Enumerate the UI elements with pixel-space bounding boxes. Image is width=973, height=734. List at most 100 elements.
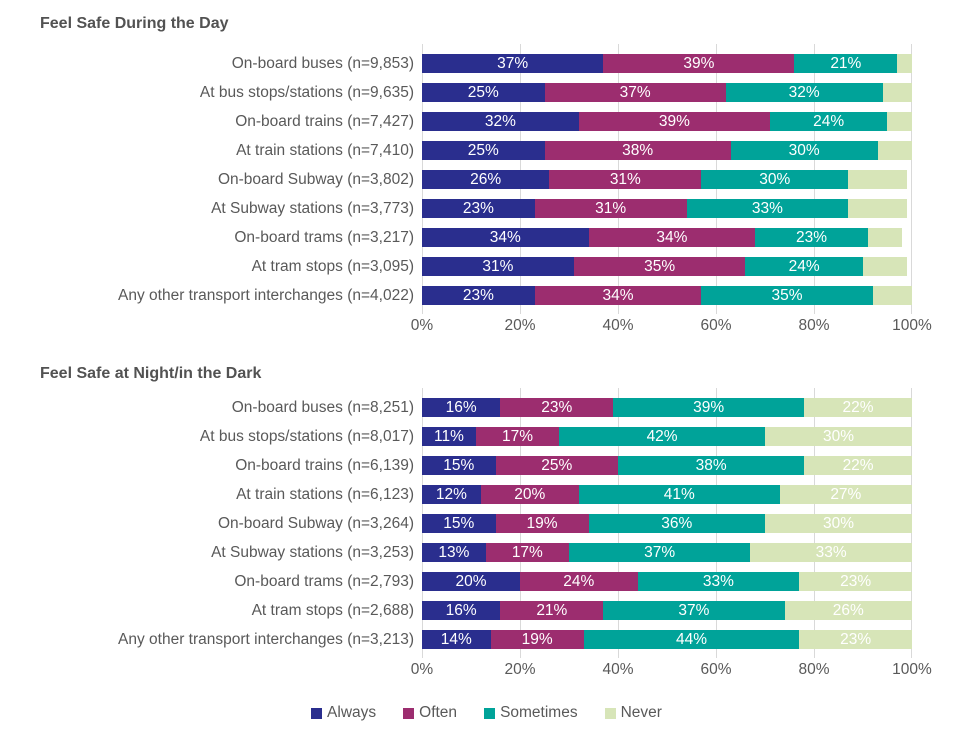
day-safety-chart: Feel Safe During the Day On-board buses … xyxy=(0,0,973,336)
axis-tick-label: 0% xyxy=(410,317,434,334)
chart-title-day: Feel Safe During the Day xyxy=(40,15,229,32)
bar-value-label: 33% xyxy=(815,544,847,561)
bar-segment-often: 25% xyxy=(495,456,618,475)
bar-value-label: 17% xyxy=(502,428,534,445)
category-label: On-board trains (n=6,139) xyxy=(235,456,414,474)
bar-segment-often: 24% xyxy=(520,572,638,591)
bar-value-label: 32% xyxy=(484,113,516,130)
chart-row: On-board buses (n=9,853) 37% 39% 21% xyxy=(0,49,973,78)
bar-value-label: 31% xyxy=(609,171,641,188)
legend-swatch-always xyxy=(311,707,323,719)
chart-row: Any other transport interchanges (n=4,02… xyxy=(0,281,973,310)
bar-value-label: 23% xyxy=(840,573,872,590)
bar-value-label: 36% xyxy=(661,515,693,532)
bar-segment-often: 21% xyxy=(500,601,604,620)
chart-title-night: Feel Safe at Night/in the Dark xyxy=(40,365,262,382)
bar-track: 14% 19% 44% 23% xyxy=(422,630,912,649)
chart-rows: On-board buses (n=8,251) 16% 23% 39% 22% At b… xyxy=(0,388,973,658)
bar-segment-often: 38% xyxy=(544,141,731,160)
x-axis: 0% 20% 40% 60% 80% 100% xyxy=(411,661,932,680)
category-label: On-board Subway (n=3,264) xyxy=(217,514,414,532)
bar-track: 26% 31% 30% xyxy=(422,170,912,189)
bar-segment-often: 39% xyxy=(603,54,795,73)
bar-value-label: 34% xyxy=(656,229,688,246)
bar-segment-never xyxy=(848,170,908,189)
bar-segment-never xyxy=(867,228,903,247)
chart-row: At tram stops (n=3,095) 31% 35% 24% xyxy=(0,252,973,281)
bar-segment-often: 39% xyxy=(578,112,770,131)
bar-value-label: 17% xyxy=(511,544,543,561)
category-label: On-board buses (n=8,251) xyxy=(231,398,414,416)
category-label: At tram stops (n=3,095) xyxy=(251,257,414,275)
chart-row: At Subway stations (n=3,253) 13% 17% 37% 33% xyxy=(0,538,973,567)
legend-item-always: Always xyxy=(311,704,376,722)
chart-row: On-board Subway (n=3,802) 26% 31% 30% xyxy=(0,165,973,194)
category-label: On-board buses (n=9,853) xyxy=(231,54,414,72)
bar-track: 16% 23% 39% 22% xyxy=(422,398,912,417)
bar-segment-always: 15% xyxy=(422,456,496,475)
legend-item-often: Often xyxy=(403,704,457,722)
category-label: Any other transport interchanges (n=3,21… xyxy=(118,630,414,648)
chart-legend: Always Often Sometimes Never xyxy=(0,704,973,722)
bar-track: 23% 31% 33% xyxy=(422,199,912,218)
bar-segment-sometimes: 21% xyxy=(794,54,898,73)
bar-segment-often: 31% xyxy=(534,199,687,218)
bar-segment-sometimes: 37% xyxy=(568,543,751,562)
bar-value-label: 27% xyxy=(830,486,862,503)
bar-value-label: 42% xyxy=(646,428,678,445)
bar-segment-sometimes: 32% xyxy=(725,83,883,102)
bar-segment-sometimes: 33% xyxy=(637,572,800,591)
bar-segment-always: 14% xyxy=(422,630,491,649)
chart-row: At tram stops (n=2,688) 16% 21% 37% 26% xyxy=(0,596,973,625)
bar-value-label: 25% xyxy=(467,142,499,159)
bar-segment-never: 23% xyxy=(799,630,912,649)
legend-swatch-sometimes xyxy=(484,707,496,719)
bar-segment-always: 32% xyxy=(422,112,579,131)
bar-value-label: 19% xyxy=(521,631,553,648)
bar-segment-sometimes: 24% xyxy=(769,112,888,131)
bar-value-label: 34% xyxy=(602,287,634,304)
chart-row: At train stations (n=7,410) 25% 38% 30% xyxy=(0,136,973,165)
bar-segment-always: 34% xyxy=(422,228,589,247)
bar-track: 25% 37% 32% xyxy=(422,83,912,102)
bar-segment-always: 31% xyxy=(422,257,574,276)
bar-value-label: 22% xyxy=(842,399,874,416)
bar-track: 12% 20% 41% 27% xyxy=(422,485,912,504)
bar-segment-often: 17% xyxy=(485,543,569,562)
bar-segment-always: 23% xyxy=(422,286,535,305)
bar-value-label: 30% xyxy=(822,428,854,445)
bar-value-label: 37% xyxy=(644,544,676,561)
bar-segment-often: 20% xyxy=(480,485,579,504)
x-axis: 0% 20% 40% 60% 80% 100% xyxy=(411,317,932,336)
axis-tick-label: 40% xyxy=(602,317,634,334)
bar-value-label: 37% xyxy=(678,602,710,619)
bar-value-label: 39% xyxy=(658,113,690,130)
bar-value-label: 11% xyxy=(434,428,464,445)
chart-row: At Subway stations (n=3,773) 23% 31% 33% xyxy=(0,194,973,223)
axis-tick-label: 80% xyxy=(798,317,830,334)
chart-rows: On-board buses (n=9,853) 37% 39% 21% At bus … xyxy=(0,44,973,314)
bar-value-label: 15% xyxy=(443,515,475,532)
bar-value-label: 23% xyxy=(462,287,494,304)
bar-value-label: 23% xyxy=(541,399,573,416)
bar-segment-sometimes: 39% xyxy=(613,398,805,417)
chart-row: On-board buses (n=8,251) 16% 23% 39% 22% xyxy=(0,393,973,422)
bar-value-label: 33% xyxy=(702,573,734,590)
bar-segment-never: 26% xyxy=(784,601,912,620)
bar-value-label: 15% xyxy=(443,457,475,474)
bar-value-label: 39% xyxy=(693,399,725,416)
legend-item-sometimes: Sometimes xyxy=(484,704,578,722)
chart-row: On-board trams (n=2,793) 20% 24% 33% 23% xyxy=(0,567,973,596)
chart-row: At train stations (n=6,123) 12% 20% 41% 27% xyxy=(0,480,973,509)
bar-value-label: 39% xyxy=(683,55,715,72)
bar-value-label: 23% xyxy=(462,200,494,217)
bar-value-label: 21% xyxy=(830,55,862,72)
bar-track: 13% 17% 37% 33% xyxy=(422,543,912,562)
bar-track: 11% 17% 42% 30% xyxy=(422,427,912,446)
category-label: On-board trams (n=3,217) xyxy=(234,228,414,246)
bar-value-label: 44% xyxy=(675,631,707,648)
bar-value-label: 14% xyxy=(440,631,472,648)
category-label: At bus stops/stations (n=9,635) xyxy=(199,83,414,101)
category-label: At bus stops/stations (n=8,017) xyxy=(199,427,414,445)
